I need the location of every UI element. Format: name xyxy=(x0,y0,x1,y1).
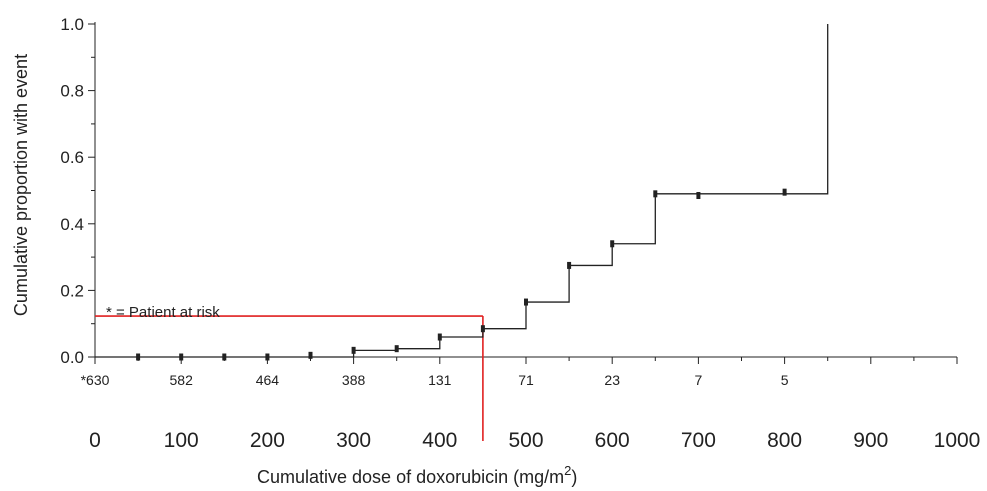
censor-mark xyxy=(782,188,787,196)
y-tick-label: 0.6 xyxy=(60,148,84,167)
censor-mark xyxy=(437,333,442,341)
x-tick-label: 900 xyxy=(853,429,888,452)
censor-mark xyxy=(696,191,701,199)
censor-mark xyxy=(394,345,399,353)
x-axis-title-close: ) xyxy=(571,467,577,487)
at-risk-count: 388 xyxy=(342,372,366,388)
x-tick-label: 100 xyxy=(164,429,199,452)
x-tick-label: 400 xyxy=(422,429,457,452)
y-tick-label: 0.4 xyxy=(60,215,84,234)
y-tick-label: 0.8 xyxy=(60,82,84,101)
x-tick-label: 1000 xyxy=(934,429,981,452)
at-risk-count: 464 xyxy=(256,372,280,388)
censor-mark xyxy=(179,353,184,361)
tick-labels: 0.0 0.2 0.4 0.6 0.8 1.0 *630 582 464 388 131 71 23 7 5… xyxy=(60,15,980,452)
x-axis-title: Cumulative dose of doxorubicin (mg/m2) xyxy=(257,463,577,487)
censor-mark xyxy=(265,353,270,361)
x-axis-title-sup: 2 xyxy=(564,463,571,478)
x-tick-label: 700 xyxy=(681,429,716,452)
reference-lines xyxy=(95,315,484,441)
y-tick-label: 0.2 xyxy=(60,281,84,300)
x-tick-label: 800 xyxy=(767,429,802,452)
at-risk-count: 71 xyxy=(518,372,534,388)
y-tick-label: 0.0 xyxy=(60,348,84,367)
censor-mark xyxy=(222,353,227,361)
x-tick-label: 600 xyxy=(595,429,630,452)
censor-mark xyxy=(567,261,572,269)
at-risk-note: * = Patient at risk xyxy=(106,304,220,321)
at-risk-count: 5 xyxy=(781,372,789,388)
y-axis-title: Cumulative proportion with event xyxy=(11,54,31,316)
y-tick-label: 1.0 xyxy=(60,15,84,34)
x-tick-label: 200 xyxy=(250,429,285,452)
at-risk-count: 23 xyxy=(604,372,620,388)
censor-mark xyxy=(480,325,485,333)
censor-mark xyxy=(610,240,615,248)
at-risk-count: 7 xyxy=(695,372,703,388)
censor-mark xyxy=(524,298,528,306)
censor-marks xyxy=(136,188,787,361)
censor-mark xyxy=(308,351,313,359)
x-tick-label: 300 xyxy=(336,429,371,452)
censor-mark xyxy=(653,190,658,198)
at-risk-count: 131 xyxy=(428,372,452,388)
censor-mark xyxy=(136,353,141,361)
x-axis-title-main: Cumulative dose of doxorubicin (mg/m xyxy=(257,467,564,487)
x-tick-label: 500 xyxy=(508,429,543,452)
censor-mark xyxy=(351,346,356,354)
at-risk-count: *630 xyxy=(81,372,110,388)
x-tick-label: 0 xyxy=(89,429,101,452)
at-risk-count: 582 xyxy=(170,372,194,388)
